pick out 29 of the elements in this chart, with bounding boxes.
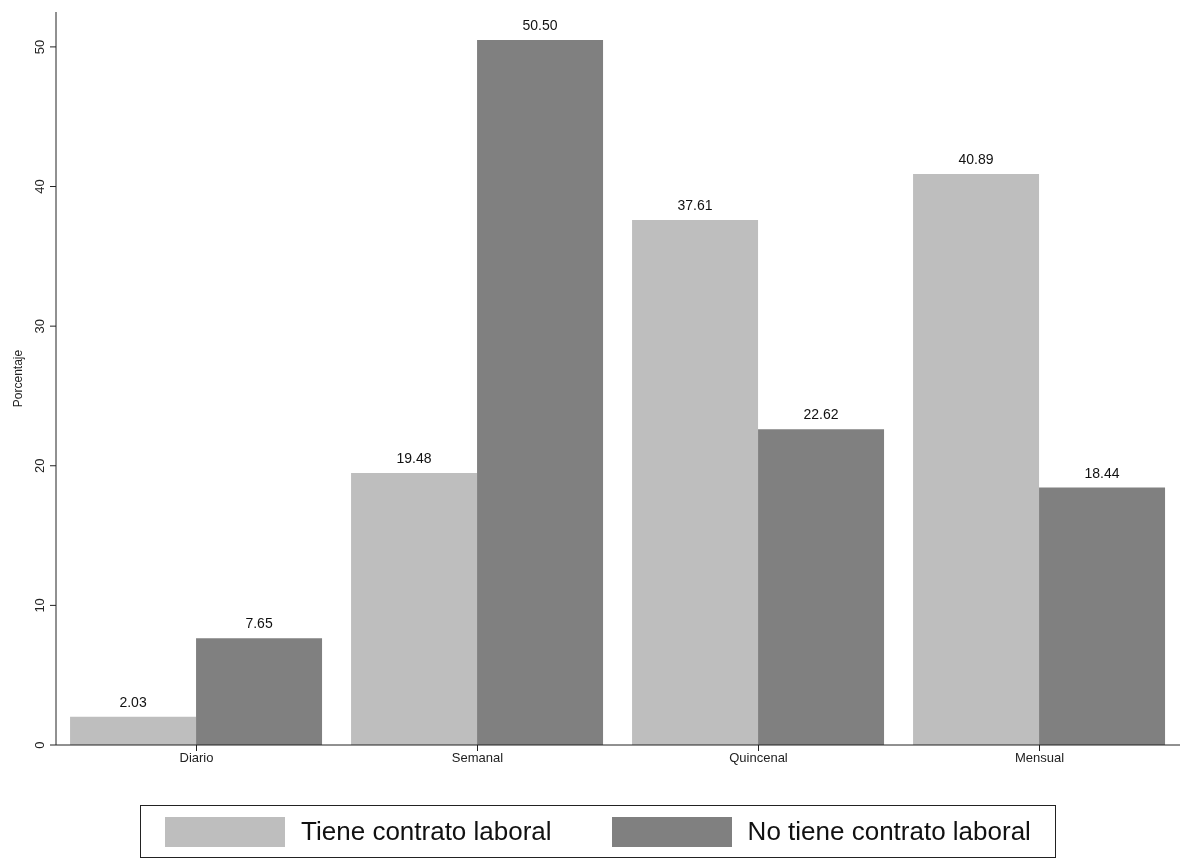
data-label: 50.50 xyxy=(522,16,558,33)
x-tick-label: Quincenal xyxy=(729,750,788,766)
bar xyxy=(913,174,1040,745)
y-axis-title: Porcentaje xyxy=(11,349,26,408)
bar xyxy=(632,219,759,745)
bar xyxy=(477,39,604,745)
bar xyxy=(758,429,885,745)
data-label: 18.44 xyxy=(1084,464,1120,481)
y-tick-label: 10 xyxy=(32,598,47,613)
x-tick-label: Diario xyxy=(179,750,214,766)
data-label: 2.03 xyxy=(119,693,147,710)
x-tick-label: Mensual xyxy=(1014,750,1065,766)
data-label: 19.48 xyxy=(396,450,432,467)
bar xyxy=(70,716,197,745)
x-tick-label: Semanal xyxy=(451,750,504,766)
data-label: 7.65 xyxy=(245,615,273,632)
data-label: 37.61 xyxy=(677,196,713,213)
data-label: 40.89 xyxy=(958,151,994,168)
legend-label: No tiene contrato laboral xyxy=(747,816,1031,847)
y-tick-label: 20 xyxy=(32,458,47,473)
legend-label: Tiene contrato laboral xyxy=(301,816,552,847)
y-tick-label: 30 xyxy=(32,318,47,334)
bar xyxy=(196,638,323,745)
bar xyxy=(351,473,478,745)
y-tick-label: 0 xyxy=(32,741,47,749)
bar xyxy=(1039,487,1166,745)
y-tick-label: 40 xyxy=(32,179,47,194)
data-label: 22.62 xyxy=(803,406,839,423)
y-tick-label: 50 xyxy=(32,39,47,55)
